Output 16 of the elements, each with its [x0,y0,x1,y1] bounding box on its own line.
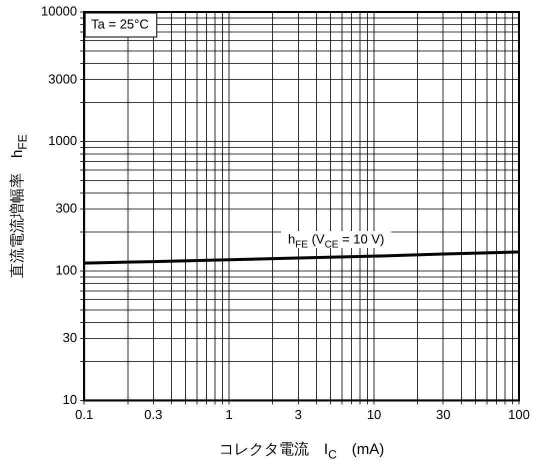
y-tick-label: 3000 [48,71,78,86]
x-tick-label: 0.3 [144,406,162,422]
y-tick-label: 30 [62,330,78,346]
annotation: Ta = 25°C [91,16,149,32]
y-axis-title: 直流電流増幅率 hFE [9,134,30,278]
x-tick-label: 1 [225,406,233,422]
x-tick-label: 30 [436,406,450,422]
x-tick-label: 0.1 [75,406,94,422]
y-tick-label: 1000 [48,133,78,148]
y-tick-label: 100 [55,262,78,278]
x-tick-label: 3 [294,406,302,422]
y-tick-label: 10 [62,392,78,407]
x-tick-label: 100 [508,406,530,422]
x-tick-label: 10 [366,406,382,422]
y-tick-label: 300 [55,200,78,216]
y-tick-label: 10000 [40,4,78,19]
